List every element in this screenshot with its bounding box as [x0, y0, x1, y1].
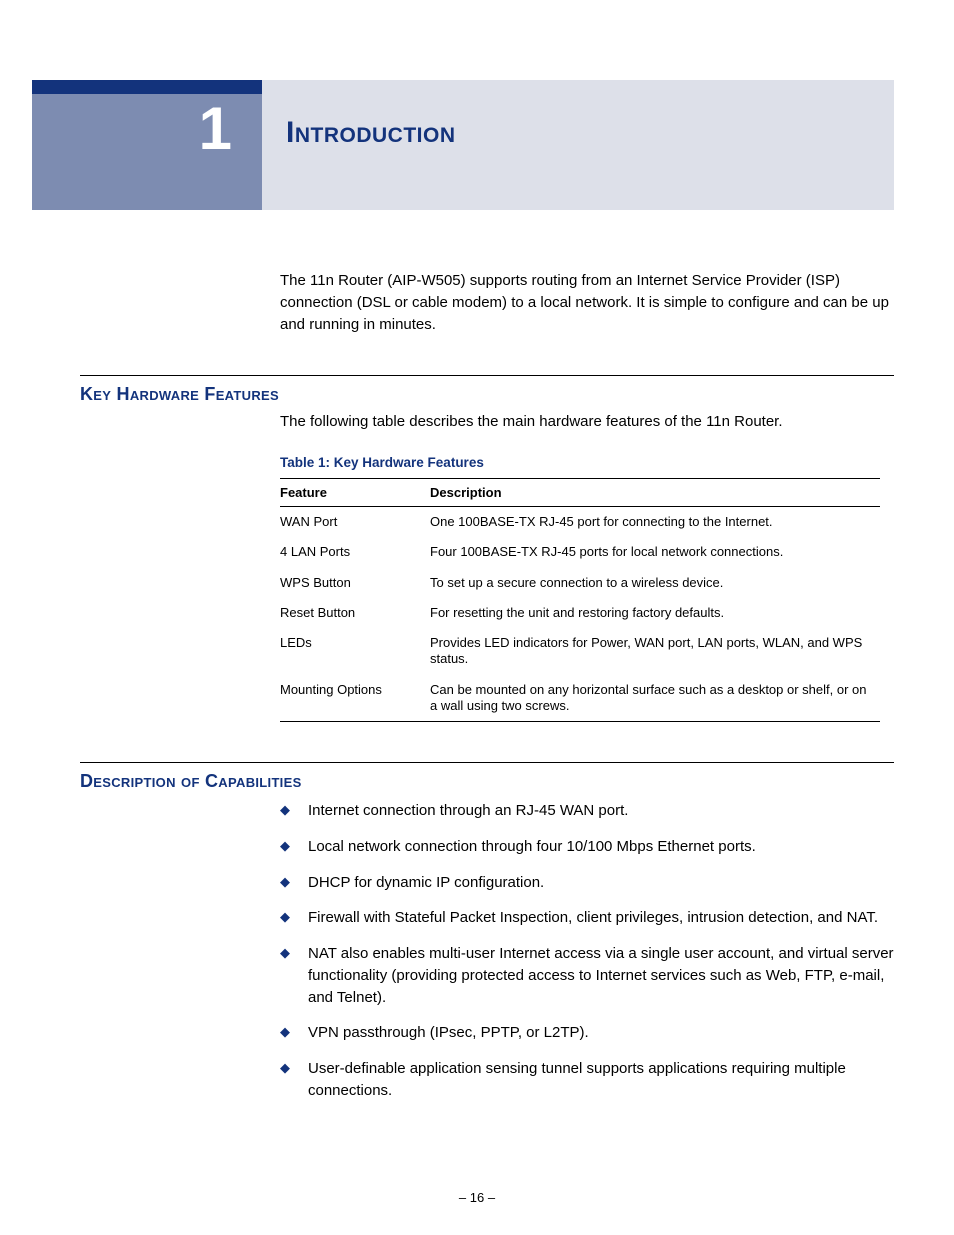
- section-text-hardware: The following table describes the main h…: [280, 411, 894, 433]
- table-cell: Reset Button: [280, 598, 430, 628]
- chapter-title: Introduction: [262, 80, 456, 210]
- table-cell: Four 100BASE-TX RJ-45 ports for local ne…: [430, 537, 880, 567]
- section-divider: [80, 375, 894, 376]
- table-row: LEDs Provides LED indicators for Power, …: [280, 628, 880, 675]
- table-row: Mounting Options Can be mounted on any h…: [280, 675, 880, 722]
- table-col-description: Description: [430, 479, 880, 507]
- hardware-features-table: Feature Description WAN Port One 100BASE…: [280, 478, 880, 722]
- table-cell: LEDs: [280, 628, 430, 675]
- table-cell: 4 LAN Ports: [280, 537, 430, 567]
- list-item: VPN passthrough (IPsec, PPTP, or L2TP).: [280, 1022, 894, 1044]
- list-item: NAT also enables multi-user Internet acc…: [280, 943, 894, 1008]
- table-cell: WAN Port: [280, 507, 430, 538]
- chapter-header-band: 1 Introduction: [32, 80, 894, 210]
- table-row: WAN Port One 100BASE-TX RJ-45 port for c…: [280, 507, 880, 538]
- list-item: Internet connection through an RJ-45 WAN…: [280, 800, 894, 822]
- header-accent-strip: [32, 80, 262, 94]
- page-number: – 16 –: [0, 1190, 954, 1205]
- table-row: 4 LAN Ports Four 100BASE-TX RJ-45 ports …: [280, 537, 880, 567]
- table-cell: WPS Button: [280, 568, 430, 598]
- section-heading-capabilities: Description of Capabilities: [80, 771, 894, 792]
- list-item: User-definable application sensing tunne…: [280, 1058, 894, 1102]
- chapter-number: 1: [199, 94, 232, 163]
- table-cell: One 100BASE-TX RJ-45 port for connecting…: [430, 507, 880, 538]
- section-heading-hardware: Key Hardware Features: [80, 384, 894, 405]
- list-item: Firewall with Stateful Packet Inspection…: [280, 907, 894, 929]
- table-cell: For resetting the unit and restoring fac…: [430, 598, 880, 628]
- table-cell: Can be mounted on any horizontal surface…: [430, 675, 880, 722]
- intro-paragraph: The 11n Router (AIP-W505) supports routi…: [280, 270, 894, 335]
- table-caption: Table 1: Key Hardware Features: [280, 455, 894, 470]
- capabilities-list: Internet connection through an RJ-45 WAN…: [280, 800, 894, 1102]
- table-col-feature: Feature: [280, 479, 430, 507]
- list-item: Local network connection through four 10…: [280, 836, 894, 858]
- list-item: DHCP for dynamic IP configuration.: [280, 872, 894, 894]
- table-cell: Provides LED indicators for Power, WAN p…: [430, 628, 880, 675]
- table-cell: Mounting Options: [280, 675, 430, 722]
- section-divider: [80, 762, 894, 763]
- table-cell: To set up a secure connection to a wirel…: [430, 568, 880, 598]
- page-content: The 11n Router (AIP-W505) supports routi…: [80, 270, 894, 1116]
- chapter-number-box: 1: [32, 80, 262, 210]
- table-row: WPS Button To set up a secure connection…: [280, 568, 880, 598]
- table-row: Reset Button For resetting the unit and …: [280, 598, 880, 628]
